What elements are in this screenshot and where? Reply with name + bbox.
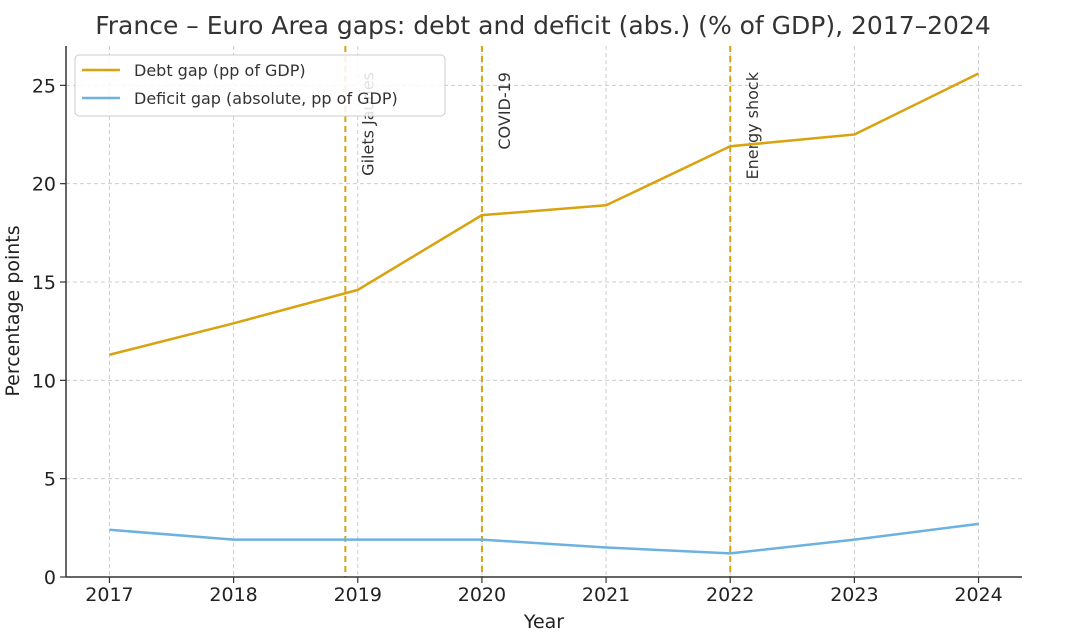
y-tick-label: 20 (32, 174, 56, 196)
y-tick-label: 10 (32, 370, 56, 392)
event-markers: Gilets Jaunes COVID-19 Energy shock (344, 46, 762, 577)
x-ticks: 2017 2018 2019 2020 2021 2022 2023 2024 (85, 577, 1003, 606)
x-tick-label: 2020 (458, 584, 506, 606)
x-tick-label: 2019 (334, 584, 382, 606)
debt-gap-line (109, 72, 980, 356)
x-tick-label: 2021 (582, 584, 630, 606)
x-tick-label: 2018 (209, 584, 257, 606)
x-tick-label: 2022 (706, 584, 754, 606)
x-axis-label: Year (523, 611, 564, 632)
deficit-gap-line (109, 522, 979, 555)
axes (65, 46, 1022, 578)
legend-label-deficit-gap: Deficit gap (absolute, pp of GDP) (134, 89, 398, 108)
y-axis-label: Percentage points (2, 225, 24, 396)
series-lines (109, 72, 980, 555)
y-ticks: 0 5 10 15 20 25 (32, 75, 66, 589)
legend: Debt gap (pp of GDP) Deficit gap (absolu… (74, 54, 446, 117)
x-tick-label: 2017 (85, 584, 133, 606)
y-tick-label: 0 (44, 567, 56, 589)
x-tick-label: 2023 (830, 584, 878, 606)
y-tick-label: 25 (32, 75, 56, 97)
y-tick-label: 5 (44, 469, 56, 491)
legend-label-debt-gap: Debt gap (pp of GDP) (134, 61, 306, 80)
legend-box (74, 54, 446, 117)
event-label: COVID-19 (495, 72, 514, 150)
grid (66, 46, 1022, 577)
event-label: Energy shock (743, 71, 762, 179)
y-tick-label: 15 (32, 272, 56, 294)
chart-title: France – Euro Area gaps: debt and defici… (95, 11, 991, 40)
x-tick-label: 2024 (954, 584, 1002, 606)
